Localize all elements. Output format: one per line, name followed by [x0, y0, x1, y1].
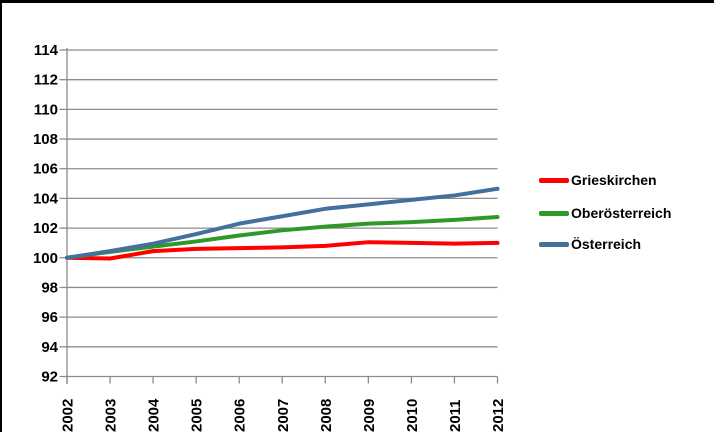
x-tick-label: 2006 [232, 399, 249, 432]
x-tick-label: 2008 [318, 399, 335, 432]
legend-swatch-oberoesterreich [539, 210, 569, 216]
legend-item-grieskirchen: Grieskirchen [539, 170, 657, 190]
line-chart-plot: 92 94 96 98 100 102 104 106 108 110 112 114 2002 2003… [33, 42, 507, 432]
x-tick-label: 2010 [404, 399, 421, 432]
y-tick-label: 98 [41, 279, 58, 296]
x-tick-label: 2011 [447, 399, 464, 432]
y-tick-label: 112 [34, 72, 58, 89]
legend-swatch-grieskirchen [539, 177, 569, 183]
legend-label-oberoesterreich: Oberösterreich [571, 205, 672, 221]
y-tick-label: 104 [33, 190, 59, 207]
x-tick-label: 2007 [275, 399, 292, 432]
y-tick-label: 106 [33, 161, 58, 178]
legend-label-grieskirchen: Grieskirchen [571, 172, 657, 188]
series-line-grieskirchen [65, 240, 500, 261]
x-tick-label: 2012 [490, 399, 507, 432]
legend: Grieskirchen Oberösterreich Österreich [539, 3, 714, 432]
y-tick-label: 94 [41, 339, 58, 356]
legend-swatch-oesterreich [539, 241, 569, 247]
x-tick-label: 2003 [103, 399, 120, 432]
legend-label-oesterreich: Österreich [571, 236, 642, 252]
legend-item-oberoesterreich: Oberösterreich [539, 203, 671, 223]
data-series [65, 186, 500, 261]
series-line-obersterreich [65, 214, 500, 260]
y-tick-label: 110 [34, 101, 58, 118]
x-tick-label: 2002 [60, 399, 77, 432]
y-tick-label: 108 [33, 131, 58, 148]
series-line-sterreich [65, 186, 500, 260]
y-tick-label: 114 [34, 42, 59, 59]
axes [59, 48, 499, 384]
y-tick-label: 96 [41, 309, 58, 326]
x-tick-label: 2005 [189, 399, 206, 432]
x-tick-label: 2009 [361, 399, 378, 432]
gridlines [67, 49, 498, 378]
y-tick-label: 92 [41, 369, 58, 386]
legend-item-oesterreich: Österreich [539, 234, 641, 254]
y-tick-label: 102 [33, 220, 58, 237]
y-tick-label: 100 [33, 250, 58, 267]
x-tick-label: 2004 [146, 398, 163, 432]
axis-labels: 92 94 96 98 100 102 104 106 108 110 112 114 2002 2003… [33, 42, 507, 432]
